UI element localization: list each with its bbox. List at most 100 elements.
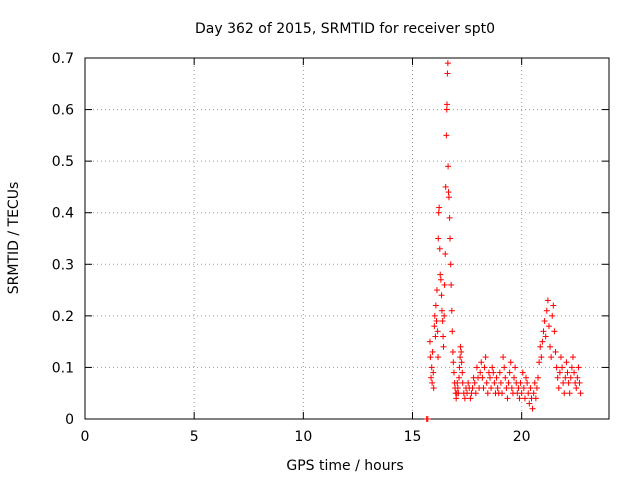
data-point: [575, 364, 582, 371]
data-point: [482, 354, 489, 361]
data-point: [549, 312, 556, 319]
data-point: [483, 379, 490, 386]
data-point: [560, 379, 567, 386]
data-point: [538, 354, 545, 361]
data-point: [536, 359, 543, 366]
data-point: [484, 390, 491, 397]
data-point: [440, 333, 447, 340]
data-point: [523, 374, 530, 381]
data-point: [542, 333, 549, 340]
data-point: [517, 379, 524, 386]
data-point: [442, 250, 449, 257]
data-point: [459, 369, 466, 376]
data-point: [441, 281, 448, 288]
data-point: [490, 369, 497, 376]
data-point: [557, 354, 564, 361]
data-point: [432, 302, 439, 309]
data-point: [529, 405, 536, 412]
data-point: [553, 364, 560, 371]
x-tick-label: 20: [513, 429, 531, 445]
data-point: [436, 204, 443, 211]
data-point: [446, 214, 453, 221]
data-point: [428, 364, 435, 371]
data-point: [559, 364, 566, 371]
data-point: [505, 379, 512, 386]
data-point: [497, 379, 504, 386]
data-point: [520, 385, 527, 392]
data-point: [435, 354, 442, 361]
data-point: [454, 379, 461, 386]
data-point: [516, 395, 523, 402]
data-point: [577, 390, 584, 397]
data-point: [568, 364, 575, 371]
data-point: [537, 343, 544, 350]
data-point: [473, 364, 480, 371]
y-axis-label: SRMTID / TECUs: [6, 182, 22, 295]
data-point: [453, 395, 460, 402]
data-point: [561, 390, 568, 397]
data-point: [443, 132, 450, 139]
data-point: [479, 374, 486, 381]
y-tick-label: 0.2: [52, 309, 74, 325]
data-point: [444, 60, 451, 67]
data-point: [432, 333, 439, 340]
data-point: [571, 369, 578, 376]
data-point: [437, 271, 444, 278]
data-point: [440, 343, 447, 350]
data-point: [547, 343, 554, 350]
data-point: [511, 374, 518, 381]
data-point: [469, 385, 476, 392]
data-points: [423, 60, 584, 422]
data-point: [430, 369, 437, 376]
data-point: [540, 328, 547, 335]
data-point: [564, 369, 571, 376]
data-point: [500, 354, 507, 361]
data-point: [555, 385, 562, 392]
data-point: [543, 307, 550, 314]
data-point: [429, 379, 436, 386]
data-point: [507, 359, 514, 366]
data-point: [504, 395, 511, 402]
data-point: [562, 374, 569, 381]
data-point: [457, 354, 464, 361]
x-axis: 0 5 10 15 20: [81, 58, 531, 445]
data-point: [501, 364, 508, 371]
data-point: [478, 359, 485, 366]
data-point: [455, 390, 462, 397]
data-point: [438, 307, 445, 314]
data-point: [502, 374, 509, 381]
data-point: [480, 385, 487, 392]
data-point: [456, 364, 463, 371]
data-point: [445, 194, 452, 201]
data-point: [436, 245, 443, 252]
plot-frame: [84, 57, 610, 420]
y-tick-label: 0.1: [52, 360, 74, 376]
y-tick-label: 0.7: [52, 51, 74, 67]
data-point: [467, 395, 474, 402]
data-point: [552, 348, 559, 355]
data-point: [437, 276, 444, 283]
data-point: [491, 379, 498, 386]
data-point: [424, 416, 431, 422]
data-point: [433, 318, 440, 325]
data-point: [461, 395, 468, 402]
y-tick-label: 0.5: [52, 154, 74, 170]
data-point: [535, 374, 542, 381]
data-point: [477, 369, 484, 376]
data-point: [454, 385, 461, 392]
data-point: [441, 312, 448, 319]
data-point: [471, 379, 478, 386]
data-point: [545, 323, 552, 330]
data-point: [443, 101, 450, 108]
data-point: [428, 374, 435, 381]
data-point: [447, 235, 454, 242]
data-point: [458, 348, 465, 355]
data-point: [493, 374, 500, 381]
data-point: [442, 183, 449, 190]
data-point: [433, 287, 440, 294]
data-point: [472, 390, 479, 397]
data-point: [565, 379, 572, 386]
data-point: [573, 385, 580, 392]
data-point: [524, 379, 531, 386]
